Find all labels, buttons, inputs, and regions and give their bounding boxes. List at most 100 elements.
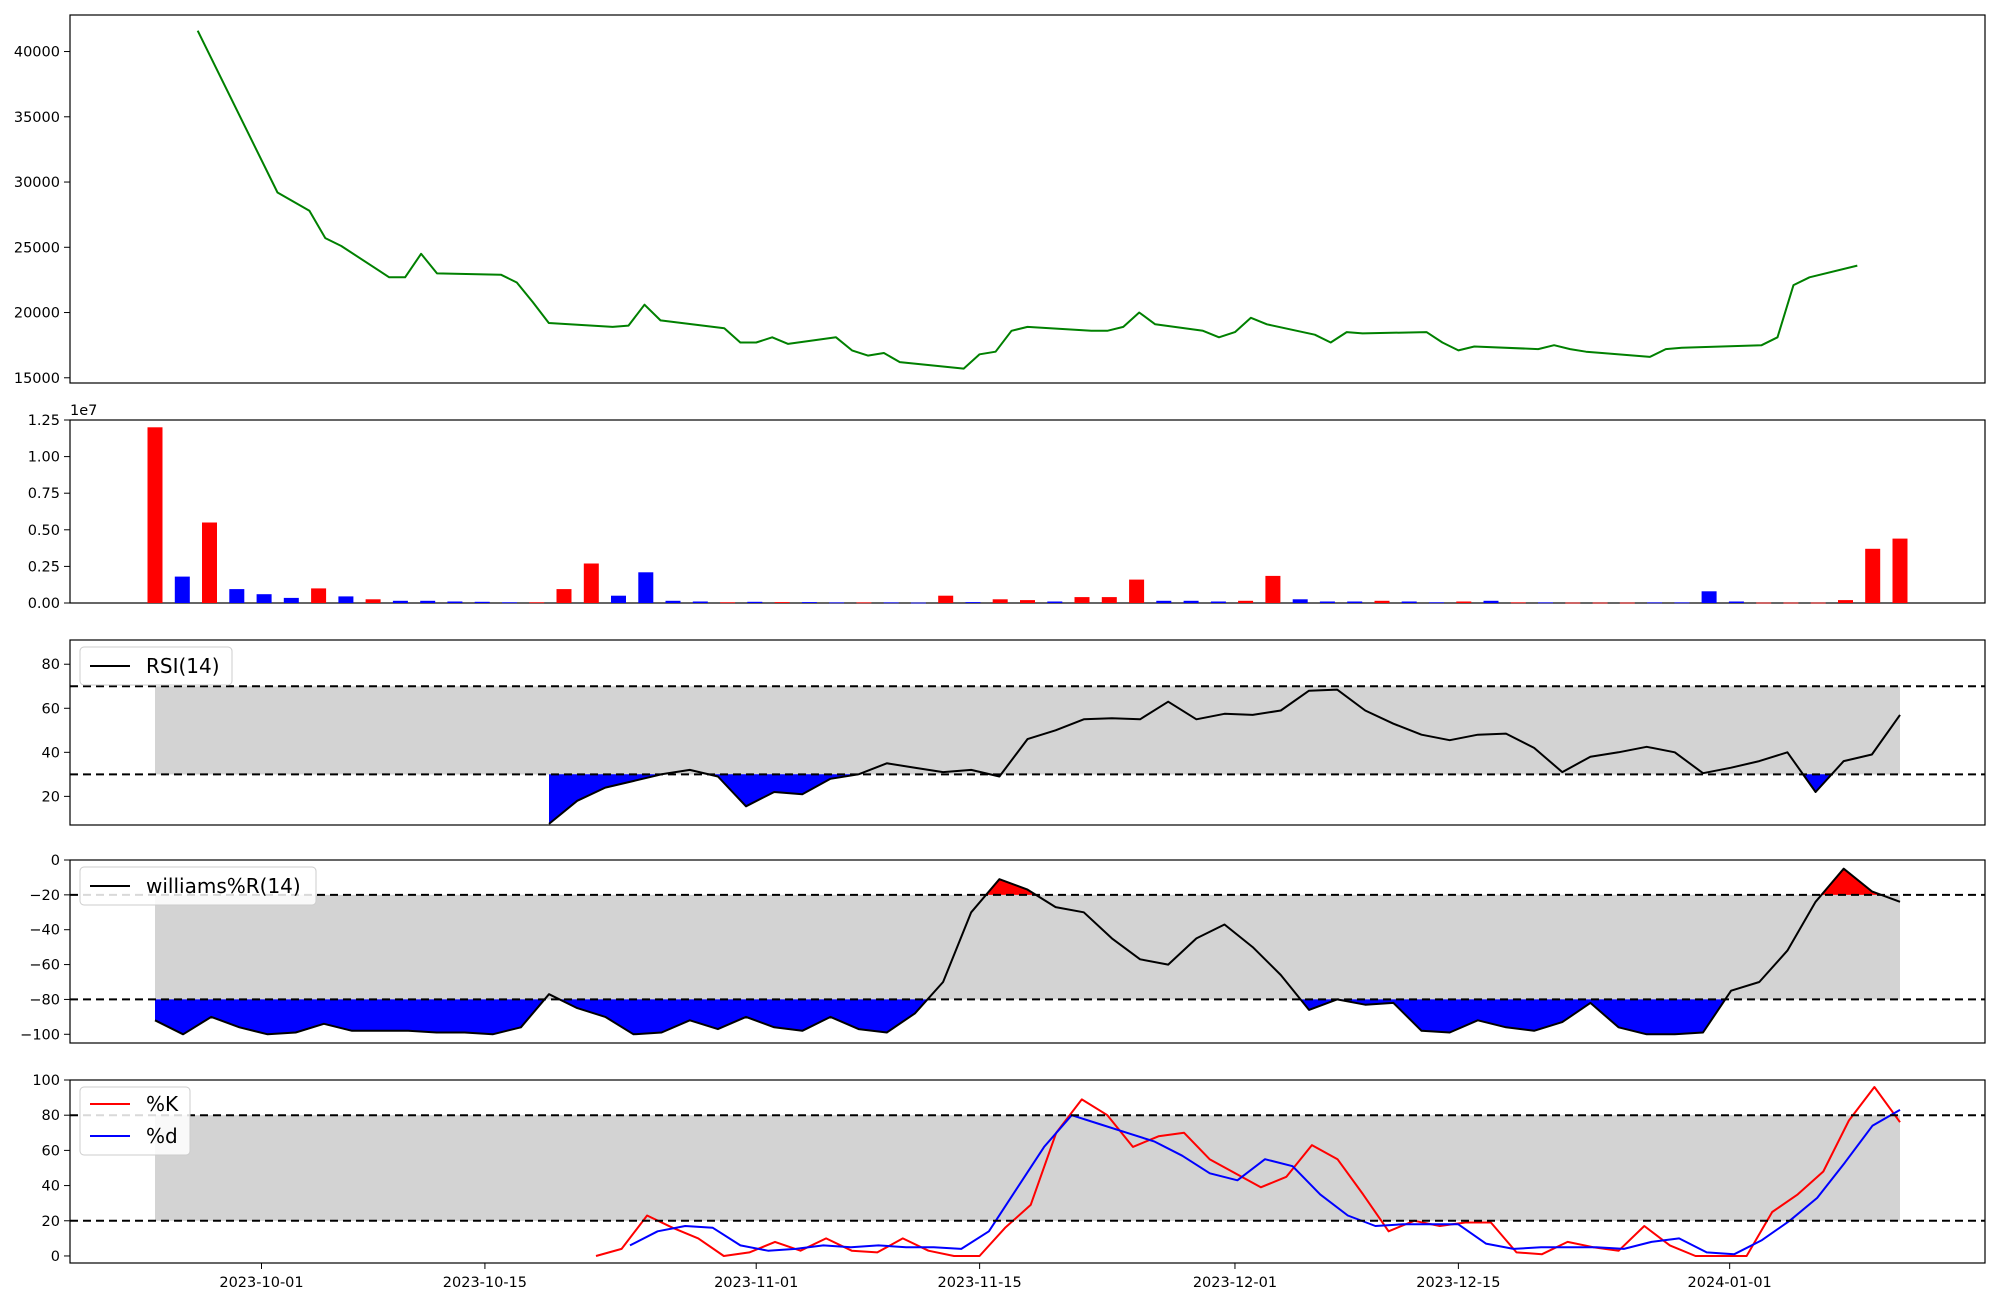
volume-bar bbox=[1020, 600, 1035, 603]
volume-bar bbox=[1101, 597, 1117, 603]
volume-bar bbox=[1183, 600, 1199, 603]
volume-bar bbox=[1347, 601, 1363, 603]
rsi-ytick-label: 20 bbox=[42, 789, 60, 805]
volume-bar bbox=[720, 602, 736, 604]
volume-bar bbox=[638, 572, 654, 603]
stochastic-ytick-label: 60 bbox=[42, 1143, 60, 1159]
williams-overbought-fill bbox=[1821, 868, 1882, 895]
rsi-ytick-label: 60 bbox=[42, 701, 60, 717]
x-tick-label: 2023-11-01 bbox=[714, 1275, 798, 1291]
volume-bar bbox=[1647, 602, 1663, 604]
volume-bar bbox=[338, 596, 354, 603]
stochastic-frame bbox=[69, 1079, 1986, 1264]
stochastic-legend: %K %d bbox=[79, 1086, 191, 1156]
volume-bar bbox=[829, 602, 845, 604]
stochastic-panel: 0 20 40 60 80 100 2023-10-01 2023-10-15 2023-11-… bbox=[32, 1073, 1986, 1291]
d-line bbox=[629, 1109, 1901, 1256]
volume-bar bbox=[856, 602, 872, 604]
volume-bar bbox=[1510, 602, 1526, 604]
volume-bar bbox=[202, 522, 217, 603]
williams-legend: williams%R(14) bbox=[79, 866, 317, 906]
volume-bar bbox=[1047, 601, 1063, 603]
volume-bar bbox=[1401, 601, 1417, 603]
price-ytick-label: 40000 bbox=[14, 45, 60, 61]
volume-bar bbox=[1129, 579, 1145, 603]
stochastic-ytick-label: 20 bbox=[42, 1214, 60, 1230]
volume-bar bbox=[1265, 575, 1281, 603]
volume-bar bbox=[611, 595, 626, 603]
williams-overbought-fill bbox=[986, 879, 1036, 895]
volume-bar bbox=[1074, 597, 1090, 603]
williams-frame bbox=[69, 859, 1986, 1044]
price-ytick-label: 30000 bbox=[14, 175, 60, 191]
williams-panel: −100 −80 −60 −40 −20 0 williams%R(14) bbox=[20, 853, 1986, 1044]
stochastic-ytick-label: 0 bbox=[51, 1249, 60, 1265]
volume-ytick-label: 1.25 bbox=[28, 413, 60, 429]
volume-bar bbox=[474, 601, 490, 603]
volume-ytick-label: 0.75 bbox=[28, 486, 60, 502]
volume-ytick-label: 0.25 bbox=[28, 559, 60, 575]
volume-bar bbox=[1783, 602, 1799, 604]
rsi-line bbox=[548, 688, 1901, 825]
rsi-ytick-label: 40 bbox=[42, 745, 60, 761]
rsi-panel: 20 40 60 80 RSI(14) bbox=[42, 639, 1986, 826]
price-panel: 15000 20000 25000 30000 35000 40000 bbox=[14, 14, 1986, 387]
price-ytick-label: 20000 bbox=[14, 306, 60, 322]
volume-bar bbox=[774, 602, 790, 603]
k-line bbox=[595, 1086, 1901, 1257]
volume-bar bbox=[1292, 599, 1308, 603]
volume-bar bbox=[1838, 600, 1853, 603]
volume-bar bbox=[229, 589, 245, 603]
rsi-ytick-label: 80 bbox=[42, 657, 60, 673]
volume-bar bbox=[1429, 602, 1444, 604]
williams-oversold-fill bbox=[559, 999, 928, 1035]
volume-bar bbox=[311, 588, 327, 603]
volume-bar bbox=[392, 600, 408, 603]
rsi-oversold-fill bbox=[708, 774, 859, 807]
volume-frame bbox=[69, 419, 1986, 604]
volume-bar bbox=[256, 594, 272, 603]
x-tick-label: 2024-01-01 bbox=[1688, 1275, 1772, 1291]
volume-bar bbox=[529, 602, 545, 604]
volume-bar bbox=[174, 576, 190, 603]
volume-bar bbox=[556, 589, 572, 603]
volume-bar bbox=[1319, 601, 1335, 603]
volume-bar bbox=[447, 601, 463, 603]
volume-bar bbox=[1674, 602, 1690, 604]
k-legend-label: %K bbox=[146, 1092, 179, 1116]
stochastic-band bbox=[155, 1115, 1900, 1221]
x-tick-label: 2023-10-15 bbox=[443, 1275, 527, 1291]
williams-ytick-label: −40 bbox=[29, 923, 60, 939]
volume-ytick-label: 0.50 bbox=[28, 523, 60, 539]
williams-band bbox=[155, 894, 1900, 1000]
stochastic-ytick-label: 80 bbox=[42, 1108, 60, 1124]
stochastic-plot-area: 0 20 40 60 80 100 2023-10-01 2023-10-15 2023-11-… bbox=[32, 1073, 1986, 1291]
volume-bar bbox=[1865, 548, 1881, 603]
volume-bar bbox=[1538, 602, 1553, 604]
volume-bar bbox=[965, 602, 981, 603]
volume-panel: 1e7 0.00 0.25 0.50 0.75 1.00 1.25 bbox=[28, 403, 1986, 612]
stochastic-ytick-label: 100 bbox=[32, 1073, 60, 1089]
volume-bar bbox=[1701, 591, 1717, 603]
volume-bar bbox=[938, 595, 954, 603]
volume-bar bbox=[1565, 602, 1581, 604]
volume-bar bbox=[1810, 602, 1826, 604]
volume-bar bbox=[747, 601, 763, 603]
x-tick-label: 2023-12-15 bbox=[1416, 1275, 1500, 1291]
d-legend-label: %d bbox=[146, 1124, 178, 1148]
volume-bar bbox=[583, 563, 599, 603]
williams-plot-area: −100 −80 −60 −40 −20 0 bbox=[20, 853, 1986, 1044]
volume-bar bbox=[1483, 600, 1499, 603]
williams-oversold-fill bbox=[1337, 999, 1726, 1035]
volume-bar bbox=[502, 602, 517, 604]
rsi-band bbox=[155, 686, 1900, 775]
volume-bar bbox=[1374, 600, 1390, 603]
volume-bar bbox=[1156, 600, 1172, 603]
volume-ytick-label: 0.00 bbox=[28, 596, 60, 612]
volume-bar bbox=[1619, 602, 1635, 604]
price-ytick-label: 25000 bbox=[14, 240, 60, 256]
volume-ytick-label: 1.00 bbox=[28, 450, 60, 466]
volume-bar bbox=[420, 600, 436, 603]
stochastic-ytick-label: 40 bbox=[42, 1179, 60, 1195]
